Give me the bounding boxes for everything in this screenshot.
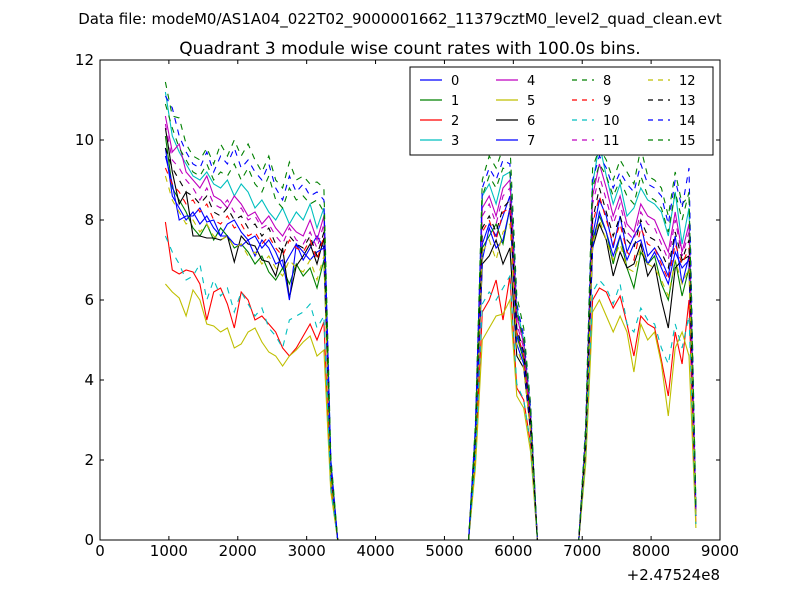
x-axis-offset-label: +2.47524e8 — [627, 566, 720, 584]
y-tick-label: 0 — [84, 531, 94, 549]
legend-label-10: 10 — [603, 114, 620, 129]
legend-label-3: 3 — [451, 134, 459, 149]
x-tick-label: 5000 — [425, 542, 463, 560]
y-tick-label: 12 — [75, 51, 94, 69]
legend-label-13: 13 — [679, 94, 696, 109]
y-tick-label: 8 — [84, 211, 94, 229]
legend-label-5: 5 — [527, 94, 535, 109]
x-tick-label: 6000 — [494, 542, 532, 560]
legend-label-2: 2 — [451, 114, 459, 129]
y-tick-label: 2 — [84, 451, 94, 469]
x-tick-label: 2000 — [219, 542, 257, 560]
legend-label-7: 7 — [527, 134, 535, 149]
x-tick-label: 4000 — [356, 542, 394, 560]
x-tick-label: 8000 — [632, 542, 670, 560]
legend-label-14: 14 — [679, 114, 696, 129]
legend-label-8: 8 — [603, 74, 611, 89]
legend-label-4: 4 — [527, 74, 535, 89]
legend-label-11: 11 — [603, 134, 620, 149]
x-tick-label: 7000 — [563, 542, 601, 560]
series-line-9 — [164, 167, 697, 541]
x-tick-label: 3000 — [288, 542, 326, 560]
legend-label-15: 15 — [679, 134, 696, 149]
series-line-12 — [164, 175, 697, 541]
y-tick-label: 10 — [75, 131, 94, 149]
series-line-15 — [164, 103, 697, 541]
axis-ticks: 0 1000 2000 3000 4000 5000 6000 7000 8000 9000 0 2 4… — [75, 51, 739, 560]
x-tick-label: 9000 — [701, 542, 739, 560]
x-tick-label: 0 — [95, 542, 105, 560]
legend-label-0: 0 — [451, 74, 459, 89]
y-tick-label: 4 — [84, 371, 94, 389]
y-tick-label: 6 — [84, 291, 94, 309]
figure-suptitle: Data file: modeM0/AS1A04_022T02_90000016… — [78, 10, 722, 29]
legend-label-1: 1 — [451, 94, 459, 109]
legend-label-12: 12 — [679, 74, 696, 89]
chart-title: Quadrant 3 module wise count rates with … — [179, 39, 640, 59]
legend-label-6: 6 — [527, 114, 535, 129]
x-tick-label: 1000 — [150, 542, 188, 560]
legend-label-9: 9 — [603, 94, 611, 109]
series-line-13 — [164, 147, 697, 541]
